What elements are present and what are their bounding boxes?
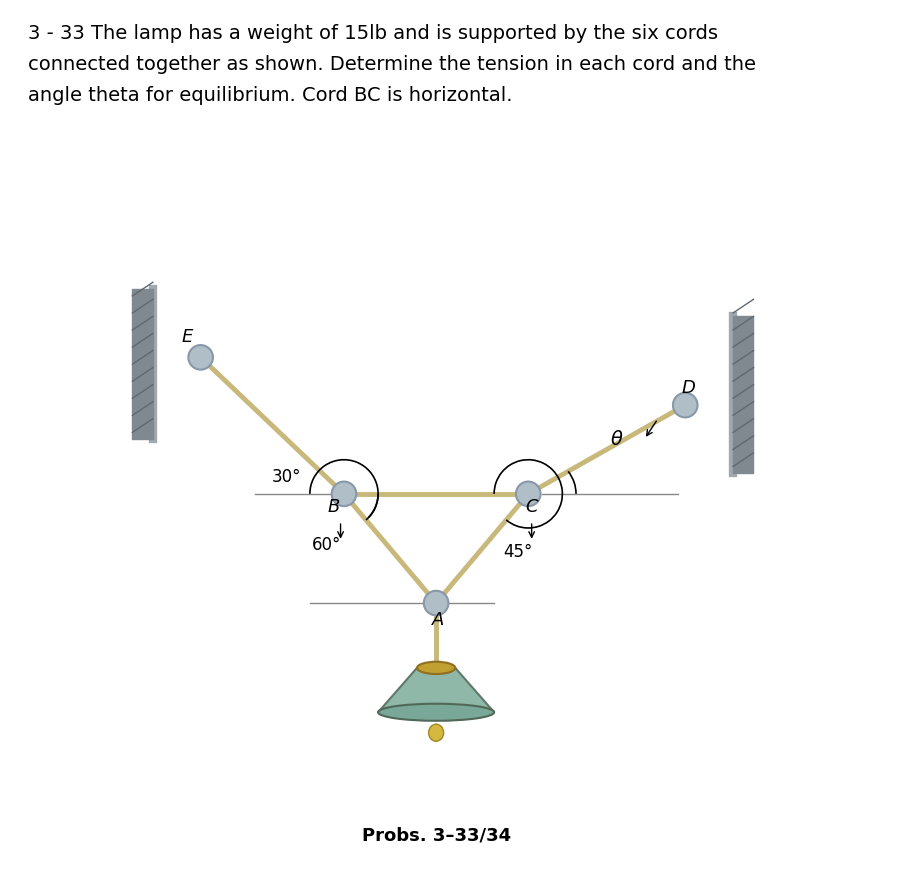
Ellipse shape [416,662,455,674]
Text: 45°: 45° [503,542,532,561]
Circle shape [672,393,697,417]
Ellipse shape [378,704,494,721]
Text: D: D [681,379,695,397]
Circle shape [516,481,540,506]
Circle shape [424,591,448,615]
Text: 30°: 30° [271,468,301,486]
Text: Probs. 3–33/34: Probs. 3–33/34 [361,826,510,844]
Text: 60°: 60° [312,536,341,554]
Text: C: C [525,499,538,516]
Ellipse shape [428,724,443,741]
Circle shape [332,481,356,506]
Text: B: B [327,499,339,516]
Text: 3 - 33 The lamp has a weight of 15lb and is supported by the six cords
connected: 3 - 33 The lamp has a weight of 15lb and… [28,24,754,105]
Polygon shape [378,668,494,712]
Circle shape [188,345,212,369]
Text: A: A [432,611,444,629]
Text: θ: θ [610,430,622,449]
Text: E: E [181,328,192,346]
